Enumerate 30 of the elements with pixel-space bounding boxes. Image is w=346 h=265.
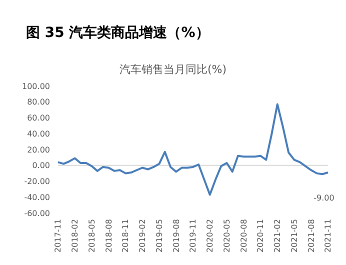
x-tick-label: 2021-08 [306, 219, 316, 252]
x-tick-label: 2018-08 [104, 219, 114, 252]
x-tick-label: 2019-08 [172, 219, 181, 252]
x-tick-label: 2018-02 [70, 219, 80, 252]
x-tick-label: 2020-11 [256, 219, 266, 252]
x-tick-label: 2019-05 [154, 219, 164, 252]
x-tick-label: 2021-02 [273, 219, 282, 252]
y-tick-label: 20.00 [27, 145, 50, 154]
y-tick-label: 0.00 [32, 161, 50, 170]
x-tick-label: 2020-08 [239, 219, 248, 252]
x-tick-label: 2021-11 [324, 219, 333, 252]
y-tick-label: -40.00 [24, 192, 50, 202]
y-tick-label: -20.00 [24, 177, 50, 186]
y-tick-label: 100.00 [22, 82, 50, 91]
x-tick-label: 2020-05 [222, 219, 232, 252]
x-tick-label: 2020-02 [206, 219, 215, 252]
x-tick-label: 2019-11 [188, 219, 198, 252]
y-tick-label: 40.00 [27, 129, 50, 138]
x-tick-label: 2019-02 [138, 219, 148, 252]
x-tick-label: 2021-05 [290, 219, 299, 252]
y-tick-label: -60.00 [24, 208, 50, 218]
y-tick-label: 80.00 [27, 98, 50, 107]
line-series [57, 103, 329, 196]
y-tick-label: 60.00 [27, 114, 50, 123]
x-tick-label: 2017-11 [54, 219, 63, 252]
x-tick-label: 2018-11 [121, 219, 130, 252]
data-label: -9.00 [314, 194, 334, 203]
x-tick-label: 2018-05 [87, 219, 96, 252]
chart-subtitle: 汽车销售当月同比(%) [118, 62, 228, 77]
chart-title: 图 35 汽车类商品增速（%） [26, 24, 210, 42]
